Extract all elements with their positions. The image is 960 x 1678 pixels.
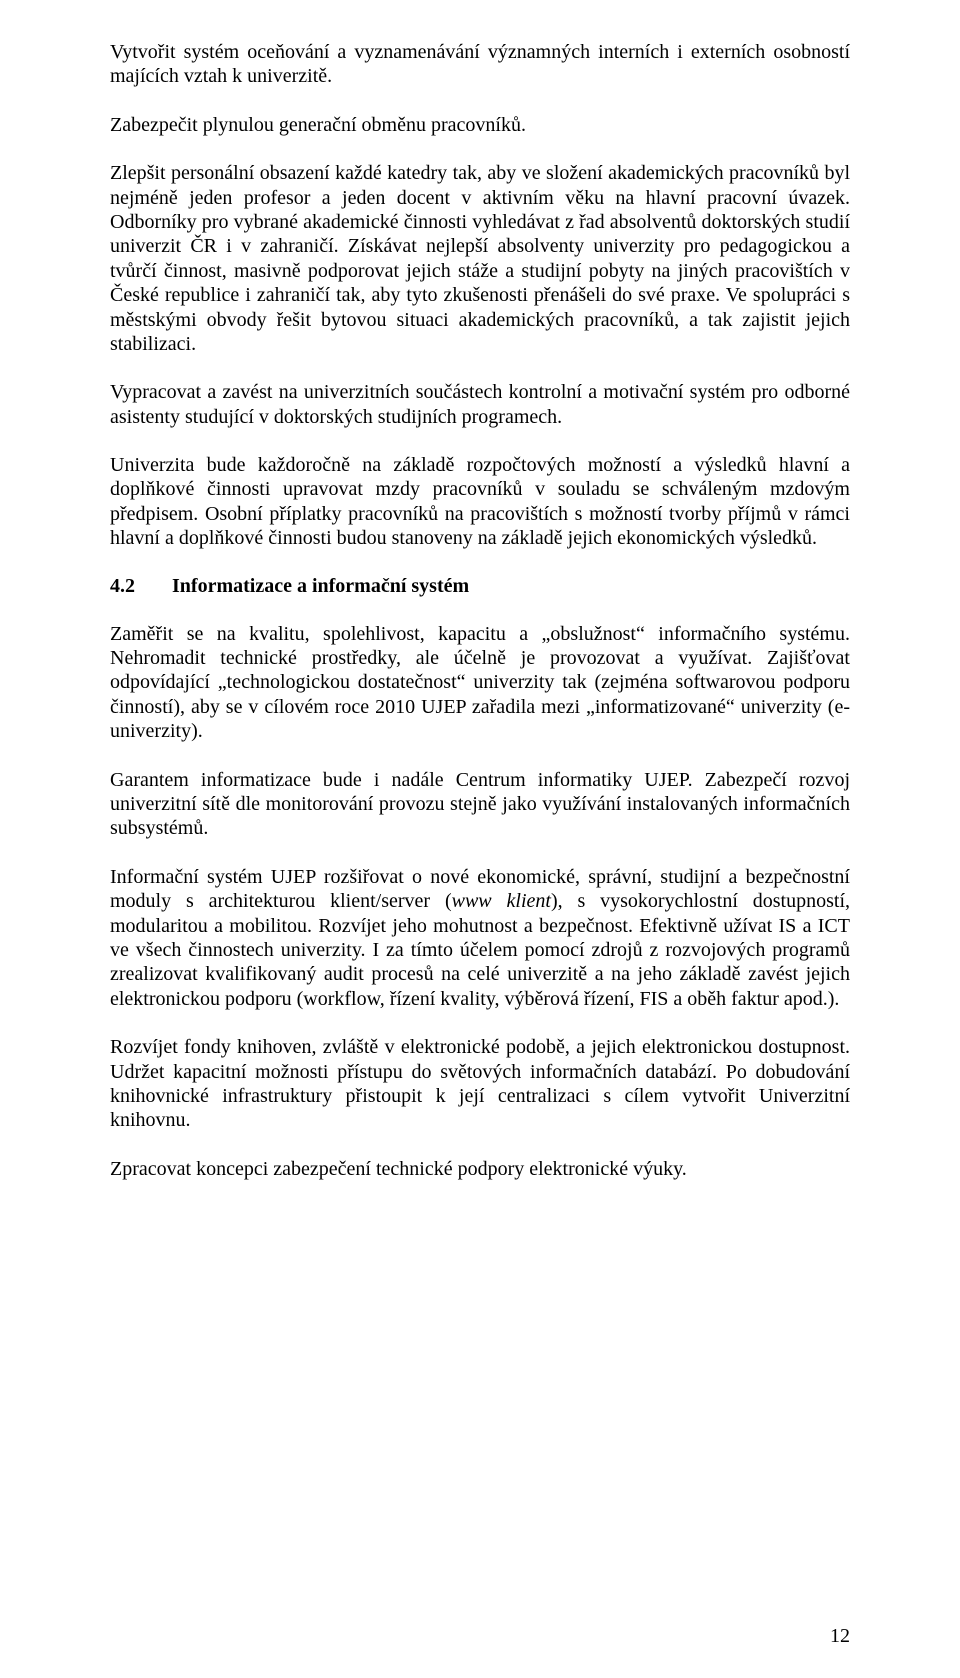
page-number: 12 (830, 1625, 850, 1648)
paragraph-8: Informační systém UJEP rozšiřovat o nové… (110, 865, 850, 1011)
heading-number: 4.2 (110, 575, 172, 598)
document-page: Vytvořit systém oceňování a vyznamenáván… (0, 0, 960, 1678)
heading-text: Informatizace a informační systém (172, 575, 469, 598)
paragraph-3: Zlepšit personální obsazení každé katedr… (110, 161, 850, 356)
paragraph-2: Zabezpečit plynulou generační obměnu pra… (110, 113, 850, 137)
paragraph-4: Vypracovat a zavést na univerzitních sou… (110, 380, 850, 429)
paragraph-6: Zaměřit se na kvalitu, spolehlivost, kap… (110, 622, 850, 744)
paragraph-1: Vytvořit systém oceňování a vyznamenáván… (110, 40, 850, 89)
paragraph-7: Garantem informatizace bude i nadále Cen… (110, 768, 850, 841)
paragraph-5: Univerzita bude každoročně na základě ro… (110, 453, 850, 551)
paragraph-10: Zpracovat koncepci zabezpečení technické… (110, 1157, 850, 1181)
section-heading-4-2: 4.2 Informatizace a informační systém (110, 575, 850, 598)
paragraph-9: Rozvíjet fondy knihoven, zvláště v elekt… (110, 1035, 850, 1133)
